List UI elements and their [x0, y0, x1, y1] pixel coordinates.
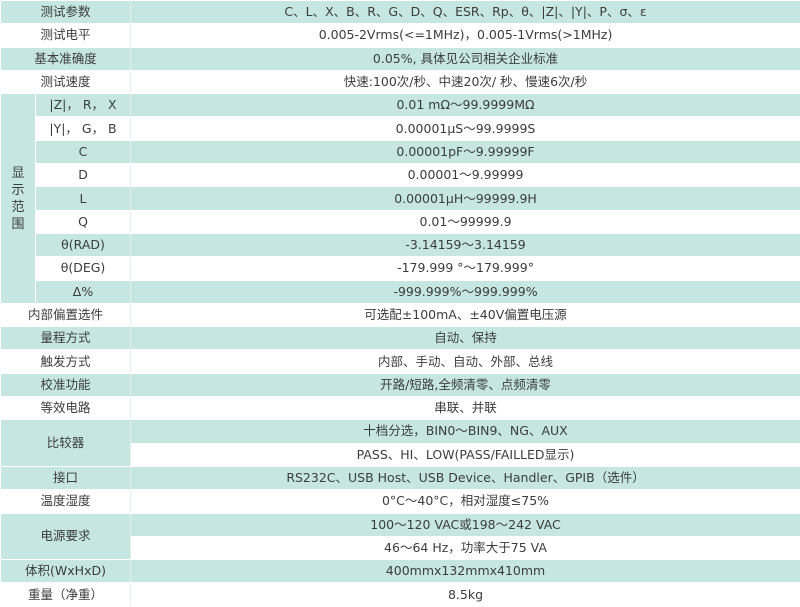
spec-sublabel: L [36, 187, 131, 210]
spec-label: 接口 [1, 466, 131, 489]
spec-value: -999.999%～999.999% [131, 280, 800, 303]
spec-value: 0.01～99999.9 [131, 210, 800, 233]
spec-row: 触发方式内部、手动、自动、外部、总线 [1, 350, 800, 373]
spec-row: 校准功能开路/短路,全频清零、点频清零 [1, 373, 800, 396]
spec-label: 重量（净重） [1, 583, 131, 606]
spec-row: 测试速度快速:100次/秒、中速20次/ 秒、慢速6次/秒 [1, 70, 800, 93]
spec-sublabel: θ(DEG) [36, 257, 131, 280]
spec-value: 串联、并联 [131, 397, 800, 420]
spec-label: 温度湿度 [1, 490, 131, 513]
spec-value: 快速:100次/秒、中速20次/ 秒、慢速6次/秒 [131, 70, 800, 93]
spec-sublabel: |Y|， G， B [36, 117, 131, 140]
spec-label: 测试电平 [1, 24, 131, 47]
spec-label: 等效电路 [1, 397, 131, 420]
spec-value: 8.5kg [131, 583, 800, 606]
spec-label: 量程方式 [1, 327, 131, 350]
spec-sublabel: Q [36, 210, 131, 233]
display-range-row: Δ%-999.999%～999.999% [1, 280, 800, 303]
spec-sublabel: C [36, 140, 131, 163]
spec-row: 重量（净重）8.5kg [1, 583, 800, 606]
display-range-label: 显示范围 [1, 94, 36, 304]
spec-sublabel: θ(RAD) [36, 233, 131, 256]
spec-value: 0.005-2Vrms(<=1MHz)，0.005-1Vrms(>1MHz) [131, 24, 800, 47]
spec-value: 自动、保持 [131, 327, 800, 350]
spec-row: 内部偏置选件可选配±100mA、±40V偏置电压源 [1, 303, 800, 326]
spec-label: 触发方式 [1, 350, 131, 373]
spec-label: 电源要求 [1, 513, 131, 560]
spec-value: 0.05%, 具体见公司相关企业标准 [131, 47, 800, 70]
display-range-row: θ(RAD)-3.14159～3.14159 [1, 233, 800, 256]
spec-value: 46～64 Hz，功率大于75 VA [131, 536, 800, 559]
spec-sublabel: |Z|， R， X [36, 94, 131, 117]
spec-value: 0.00001μH～99999.9H [131, 187, 800, 210]
spec-label: 体积(WxHxD) [1, 560, 131, 583]
spec-value: 十档分选，BIN0～BIN9、NG、AUX [131, 420, 800, 443]
spec-sublabel: Δ% [36, 280, 131, 303]
spec-value: 可选配±100mA、±40V偏置电压源 [131, 303, 800, 326]
spec-value: 0.00001μS～99.9999S [131, 117, 800, 140]
spec-row: 等效电路串联、并联 [1, 397, 800, 420]
spec-value: 100～120 VAC或198～242 VAC [131, 513, 800, 536]
spec-row: 体积(WxHxD)400mmx132mmx410mm [1, 560, 800, 583]
spec-value: C、L、X、B、R、G、D、Q、ESR、Rp、θ、|Z|、|Y|、P、σ、ε [131, 1, 800, 24]
spec-label: 比较器 [1, 420, 131, 467]
spec-value: -3.14159～3.14159 [131, 233, 800, 256]
spec-label: 校准功能 [1, 373, 131, 396]
comparator-row: 比较器十档分选，BIN0～BIN9、NG、AUX [1, 420, 800, 443]
spec-value: -179.999 °～179.999° [131, 257, 800, 280]
spec-value: 0.00001～9.99999 [131, 164, 800, 187]
spec-value: 0.00001pF～9.99999F [131, 140, 800, 163]
spec-label: 测试速度 [1, 70, 131, 93]
display-range-row: θ(DEG)-179.999 °～179.999° [1, 257, 800, 280]
spec-label: 测试参数 [1, 1, 131, 24]
spec-row: 量程方式自动、保持 [1, 327, 800, 350]
spec-value: PASS、HI、LOW(PASS/FAILLED显示) [131, 443, 800, 466]
spec-value: 400mmx132mmx410mm [131, 560, 800, 583]
spec-sublabel: D [36, 164, 131, 187]
spec-value: 开路/短路,全频清零、点频清零 [131, 373, 800, 396]
spec-value: 0°C～40°C，相对湿度≤75% [131, 490, 800, 513]
spec-label: 基本准确度 [1, 47, 131, 70]
spec-value: 内部、手动、自动、外部、总线 [131, 350, 800, 373]
spec-label: 内部偏置选件 [1, 303, 131, 326]
spec-value: 0.01 mΩ～99.9999MΩ [131, 94, 800, 117]
spec-value: RS232C、USB Host、USB Device、Handler、GPIB（… [131, 466, 800, 489]
